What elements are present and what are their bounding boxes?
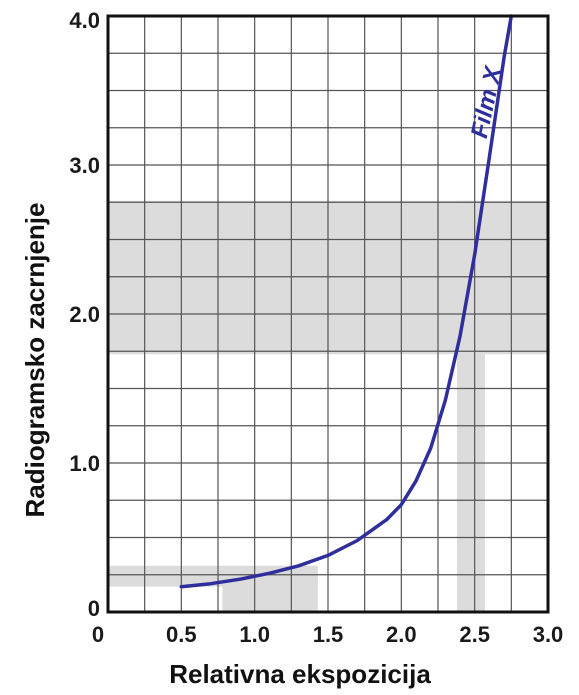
x-tick-label: 3.0 [533, 622, 564, 647]
x-tick-label: 1.0 [239, 622, 270, 647]
x-axis-label: Relativna ekspozicija [169, 659, 431, 689]
x-tick-label: 1.5 [313, 622, 344, 647]
series-lines [179, 14, 514, 589]
highlight-band [457, 200, 485, 612]
y-tick-label: 3.0 [69, 153, 100, 178]
plot-frame [106, 14, 550, 614]
y-axis-label: Radiogramsko zacrnjenje [20, 203, 50, 518]
y-tick-label: 0 [88, 596, 100, 621]
x-tick-label: 2.0 [386, 622, 417, 647]
y-tick-label: 2.0 [69, 302, 100, 327]
x-tick-label: 0 [92, 622, 104, 647]
x-tick-label: 2.5 [459, 622, 490, 647]
series-label-film-x: Film X [466, 62, 508, 140]
x-tick-label: 0.5 [166, 622, 197, 647]
series-line-film-x [179, 14, 514, 589]
y-tick-labels: 0 1.0 2.0 3.0 4.0 [69, 8, 100, 621]
x-tick-labels: 0 0.5 1.0 1.5 2.0 2.5 3.0 [92, 622, 563, 647]
y-tick-label: 1.0 [69, 451, 100, 476]
y-tick-label: 4.0 [69, 8, 100, 33]
